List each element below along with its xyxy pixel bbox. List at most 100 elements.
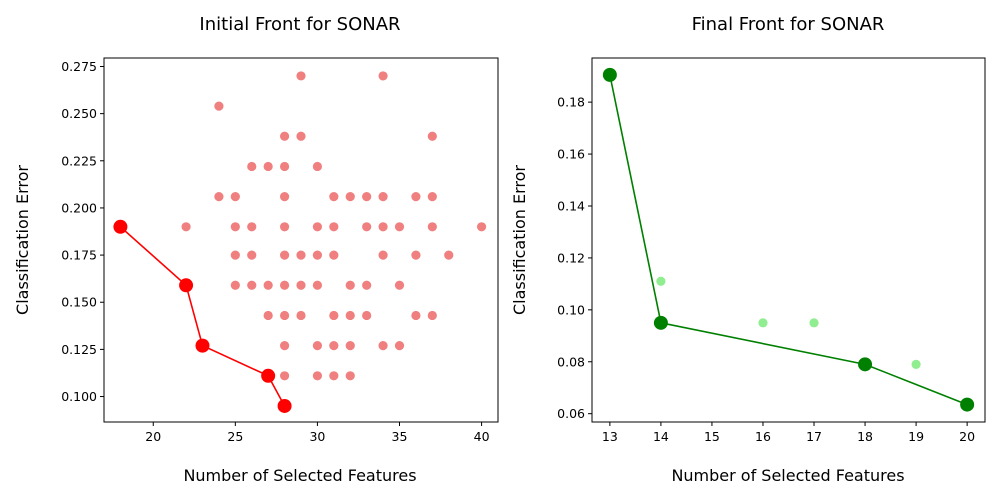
- x-tick-label: 17: [806, 429, 822, 444]
- population-point: [345, 310, 355, 321]
- y-tick-label: 0.175: [61, 248, 97, 263]
- population-point: [296, 280, 306, 290]
- population-point: [279, 131, 290, 141]
- y-axis-label: Classification Error: [13, 165, 32, 315]
- x-tick-label: 13: [602, 429, 618, 444]
- population-point: [214, 101, 224, 111]
- population-point: [378, 192, 388, 202]
- plot-marks: [602, 67, 975, 412]
- population-point: [329, 222, 339, 232]
- population-point: [279, 250, 290, 260]
- population-point: [345, 280, 355, 290]
- population-point: [378, 250, 388, 260]
- initial-front-chart: Initial Front for SONAR Number of Select…: [13, 14, 499, 485]
- population-point: [394, 222, 405, 232]
- population-point: [296, 250, 306, 260]
- population-point: [214, 192, 224, 202]
- chart-title: Initial Front for SONAR: [199, 14, 400, 35]
- y-axis-label: Classification Error: [510, 165, 529, 315]
- front-point: [277, 398, 292, 413]
- population-point: [656, 276, 666, 286]
- x-tick-label: 20: [145, 429, 161, 444]
- population-point: [230, 192, 240, 202]
- x-tick-label: 15: [704, 429, 720, 444]
- y-tick-label: 0.200: [61, 200, 97, 215]
- population-point: [378, 71, 388, 81]
- population-point: [427, 192, 437, 202]
- front-point: [195, 338, 210, 353]
- population-point: [263, 280, 273, 290]
- front-point: [179, 278, 194, 293]
- population-point: [394, 280, 405, 290]
- population-point: [279, 192, 290, 202]
- chart-title: Final Front for SONAR: [692, 14, 885, 35]
- population-point: [230, 250, 240, 260]
- population-point: [427, 310, 437, 321]
- front-point: [653, 315, 668, 330]
- population-point: [247, 161, 257, 172]
- x-tick-label: 14: [653, 429, 669, 444]
- population-point: [411, 310, 421, 321]
- population-point: [362, 222, 372, 232]
- population-point: [411, 250, 421, 260]
- population-point: [329, 310, 339, 321]
- population-point: [362, 280, 372, 290]
- y-tick-label: 0.150: [61, 295, 97, 310]
- population-point: [394, 341, 405, 351]
- y-tick-label: 0.10: [557, 302, 585, 317]
- population-point: [312, 222, 323, 232]
- population-point: [345, 371, 355, 381]
- population-point: [279, 341, 290, 351]
- y-tick-label: 0.06: [557, 406, 585, 421]
- population-point: [279, 280, 290, 290]
- population-point: [378, 341, 388, 351]
- population-point: [329, 371, 339, 381]
- population-point: [911, 359, 921, 369]
- population-point: [329, 250, 339, 260]
- x-tick-label: 30: [309, 429, 325, 444]
- y-tick-label: 0.125: [61, 342, 97, 357]
- population-point: [312, 371, 323, 381]
- population-point: [329, 192, 339, 202]
- population-point: [444, 250, 454, 260]
- x-tick-label: 19: [908, 429, 924, 444]
- front-line: [609, 74, 968, 406]
- population-point: [263, 161, 273, 172]
- population-point: [296, 131, 306, 141]
- y-tick-label: 0.275: [61, 59, 97, 74]
- y-tick-label: 0.16: [557, 147, 585, 162]
- population-point: [312, 280, 323, 290]
- population-point: [809, 318, 819, 328]
- population-point: [411, 192, 421, 202]
- x-axis-label: Number of Selected Features: [183, 466, 416, 485]
- front-point: [858, 357, 873, 372]
- population-point: [329, 341, 339, 351]
- tick-layer: 20 25 30 35 40 0.100 0.125 0.150 0.175 0.200 0.225…: [61, 59, 489, 444]
- population-point: [279, 161, 290, 172]
- population-point: [230, 280, 240, 290]
- x-tick-label: 18: [857, 429, 873, 444]
- plot-frame: [591, 57, 986, 423]
- x-tick-label: 20: [959, 429, 975, 444]
- front-line: [119, 226, 286, 407]
- population-point: [279, 371, 290, 381]
- population-point: [279, 222, 290, 232]
- population-point: [312, 341, 323, 351]
- plot-marks: [113, 71, 487, 413]
- x-tick-label: 16: [755, 429, 771, 444]
- population-point: [362, 192, 372, 202]
- x-axis-label: Number of Selected Features: [671, 466, 904, 485]
- population-point: [263, 310, 273, 321]
- population-point: [362, 310, 372, 321]
- tick-layer: 13 14 15 16 17 18 19 20 0.06 0.08 0.10 0.12 0.14 0.16…: [557, 95, 975, 444]
- y-tick-label: 0.100: [61, 389, 97, 404]
- population-point: [296, 71, 306, 81]
- y-tick-label: 0.14: [557, 198, 585, 213]
- y-tick-label: 0.08: [557, 354, 585, 369]
- y-tick-label: 0.12: [557, 250, 585, 265]
- population-point: [247, 280, 257, 290]
- population-point: [476, 222, 487, 232]
- plot-frame: [103, 57, 499, 423]
- population-point: [279, 310, 290, 321]
- population-point: [427, 131, 437, 141]
